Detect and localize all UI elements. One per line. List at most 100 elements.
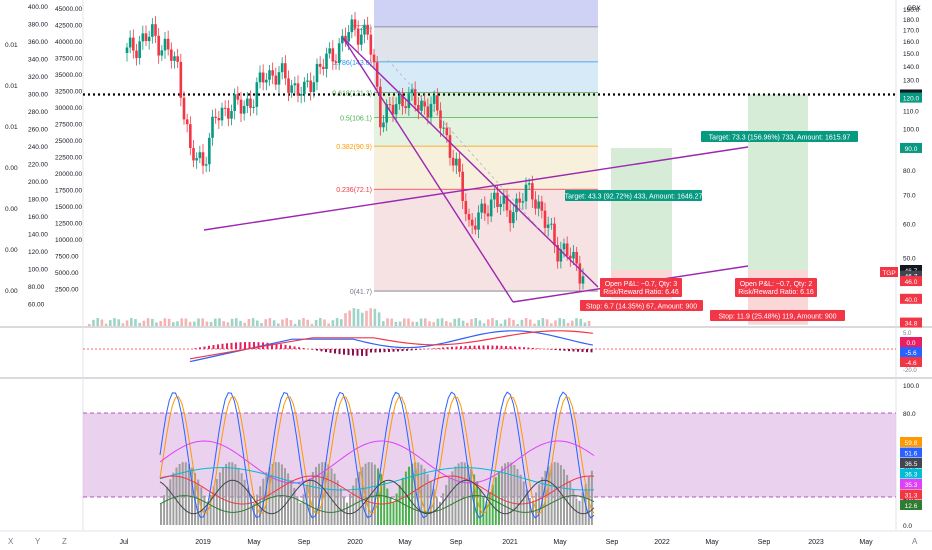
candle-body[interactable] <box>176 56 179 62</box>
candle-body[interactable] <box>575 251 578 264</box>
candle-body[interactable] <box>518 198 521 203</box>
candle-body[interactable] <box>429 103 433 118</box>
candle-body[interactable] <box>470 219 474 226</box>
candle-body[interactable] <box>265 79 268 83</box>
oscillator-line[interactable] <box>159 475 595 505</box>
candle-body[interactable] <box>341 35 344 44</box>
candle-body[interactable] <box>293 83 297 86</box>
candle-body[interactable] <box>398 95 401 105</box>
candle-body[interactable] <box>227 108 230 119</box>
candle-body[interactable] <box>353 19 357 29</box>
footer-a-button[interactable]: A <box>912 537 918 546</box>
candle-body[interactable] <box>233 94 236 111</box>
candle-body[interactable] <box>230 110 233 119</box>
candle-body[interactable] <box>521 201 525 203</box>
candle-body[interactable] <box>394 104 398 115</box>
candle-body[interactable] <box>369 34 373 55</box>
candle-body[interactable] <box>499 203 502 207</box>
candle-body[interactable] <box>356 28 360 45</box>
candle-body[interactable] <box>132 37 135 51</box>
candle-body[interactable] <box>296 83 300 96</box>
candle-body[interactable] <box>420 100 423 111</box>
candle-body[interactable] <box>413 89 417 105</box>
trendline[interactable] <box>203 146 749 231</box>
candle-body[interactable] <box>141 33 145 42</box>
candle-body[interactable] <box>531 183 534 200</box>
oscillator-badge[interactable] <box>900 468 922 479</box>
footer-y-button[interactable]: Y <box>35 537 41 546</box>
candle-body[interactable] <box>173 56 176 61</box>
candle-body[interactable] <box>325 53 328 69</box>
price-badge[interactable] <box>900 92 922 103</box>
candle-body[interactable] <box>195 158 198 161</box>
candle-body[interactable] <box>211 116 214 138</box>
candle-body[interactable] <box>331 48 335 62</box>
candle-body[interactable] <box>252 106 255 108</box>
candle-body[interactable] <box>385 104 388 123</box>
candle-body[interactable] <box>569 255 572 259</box>
candle-body[interactable] <box>318 63 322 67</box>
candle-body[interactable] <box>391 104 395 115</box>
candle-body[interactable] <box>578 263 582 284</box>
macd-badge[interactable] <box>900 347 922 357</box>
footer-z-button[interactable]: Z <box>62 537 67 546</box>
candle-body[interactable] <box>166 38 170 50</box>
oscillator-line[interactable] <box>159 495 595 513</box>
oscillator-badge[interactable] <box>900 447 922 458</box>
oscillator-badge[interactable] <box>900 500 922 510</box>
candle-body[interactable] <box>442 127 445 129</box>
candle-body[interactable] <box>436 95 439 111</box>
candle-body[interactable] <box>581 276 585 284</box>
candle-body[interactable] <box>505 195 509 211</box>
oscillator-badge[interactable] <box>900 479 922 489</box>
candle-body[interactable] <box>154 24 157 36</box>
price-badge[interactable] <box>900 142 922 153</box>
candle-body[interactable] <box>439 110 442 129</box>
candle-body[interactable] <box>135 50 138 59</box>
candle-body[interactable] <box>366 24 369 35</box>
candle-body[interactable] <box>223 107 227 109</box>
price-badge[interactable] <box>900 276 922 287</box>
candle-body[interactable] <box>432 95 436 104</box>
price-badge[interactable] <box>900 265 922 275</box>
candle-body[interactable] <box>242 105 246 114</box>
candle-body[interactable] <box>157 35 160 56</box>
candle-body[interactable] <box>546 224 550 228</box>
oscillator-line[interactable] <box>159 391 595 519</box>
candle-body[interactable] <box>290 85 293 93</box>
candle-body[interactable] <box>144 33 148 42</box>
candle-body[interactable] <box>363 24 366 35</box>
candle-body[interactable] <box>258 72 262 83</box>
macd-panel[interactable] <box>83 330 896 363</box>
price-badge[interactable] <box>900 270 922 281</box>
candle-body[interactable] <box>344 35 347 42</box>
price-badge[interactable] <box>900 317 922 328</box>
candle-body[interactable] <box>572 251 575 259</box>
candle-body[interactable] <box>334 61 338 63</box>
candle-body[interactable] <box>508 210 512 224</box>
candle-body[interactable] <box>309 80 312 93</box>
candle-body[interactable] <box>217 118 221 121</box>
candle-body[interactable] <box>461 171 464 201</box>
position-2-target-label-box[interactable] <box>701 131 858 142</box>
macd-signal-line[interactable] <box>189 330 593 360</box>
oscillator-line[interactable] <box>159 479 595 515</box>
candle-body[interactable] <box>328 48 331 54</box>
candle-body[interactable] <box>423 100 426 107</box>
candle-body[interactable] <box>477 212 480 230</box>
candle-body[interactable] <box>467 214 471 220</box>
candle-body[interactable] <box>515 198 518 213</box>
candle-body[interactable] <box>502 195 506 204</box>
candle-body[interactable] <box>562 243 566 250</box>
price-badge[interactable] <box>900 293 922 304</box>
oscillator-line[interactable] <box>159 440 595 484</box>
candle-body[interactable] <box>527 183 531 185</box>
candle-body[interactable] <box>540 201 544 211</box>
candle-body[interactable] <box>192 148 195 161</box>
candle-body[interactable] <box>553 223 556 245</box>
candle-body[interactable] <box>455 158 458 166</box>
candle-body[interactable] <box>337 43 341 63</box>
candle-body[interactable] <box>299 94 303 96</box>
candle-body[interactable] <box>239 99 243 114</box>
candle-body[interactable] <box>375 62 379 87</box>
